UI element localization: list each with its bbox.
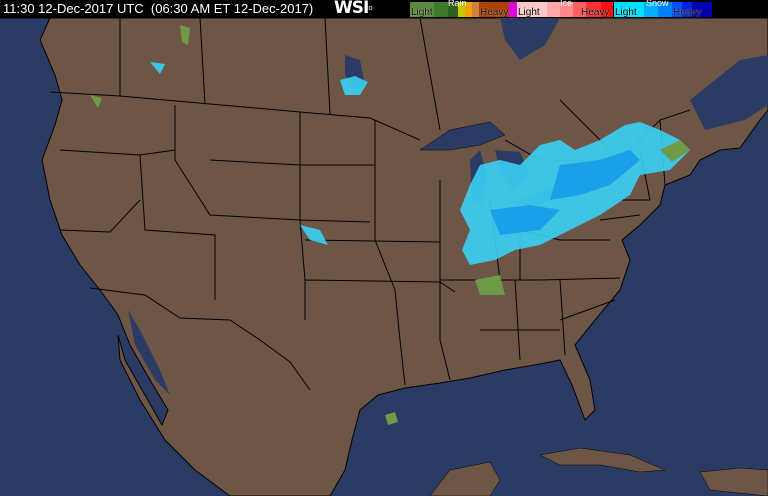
legend-ice-light: Light [518, 7, 540, 18]
legend-snow [614, 2, 712, 17]
legend-snow-heavy: Heavy [673, 7, 702, 18]
st-lawrence-gulf [690, 55, 768, 130]
yucatan [429, 461, 501, 496]
legend-rain-light: Light [411, 7, 433, 18]
header-bar: 11:30 12-Dec-2017 UTC (06:30 AM ET 12-De… [0, 0, 768, 18]
legend-snow-light: Light [615, 7, 637, 18]
cuba [539, 447, 666, 473]
us-mexico-border [89, 287, 311, 391]
legend-rain-title: Rain [448, 0, 467, 8]
hispaniola [699, 467, 768, 496]
gulf-of-california [128, 310, 170, 395]
legend-rain [410, 2, 517, 17]
legend-rain-heavy: Heavy [480, 7, 509, 18]
james-bay [500, 18, 560, 60]
legend-ice-title: Ice [560, 0, 573, 8]
precipitation-rain-light [90, 25, 690, 425]
legend-ice [517, 2, 613, 17]
legend-snow-title: Snow [646, 0, 669, 8]
precipitation-snow-heavy [490, 150, 640, 235]
wsi-logo: WSIo [334, 0, 373, 18]
legend-ice-heavy: Heavy [581, 7, 610, 18]
timestamp: 11:30 12-Dec-2017 UTC (06:30 AM ET 12-De… [3, 1, 314, 16]
lake-superior [419, 121, 506, 151]
canada-province-lines [119, 17, 611, 151]
north-america-land [0, 17, 768, 496]
